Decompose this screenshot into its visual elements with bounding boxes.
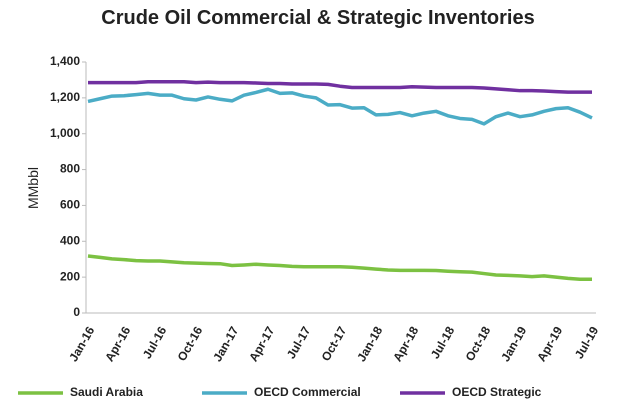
x-tick-label: Jan-16 (66, 324, 97, 364)
x-tick-label: Jul-18 (428, 324, 458, 361)
y-axis-label: MMbbl (25, 167, 41, 209)
y-tick-label: 200 (60, 269, 80, 283)
x-tick-label: Apr-19 (534, 324, 565, 364)
y-tick-label: 1,000 (50, 126, 80, 140)
series-line (87, 87, 593, 126)
x-tick-label: Oct-17 (319, 324, 350, 364)
y-tick-label: 1,200 (50, 90, 80, 104)
chart-title: Crude Oil Commercial & Strategic Invento… (101, 7, 534, 29)
x-tick-label: Jan-17 (210, 324, 241, 364)
x-tick-label: Jul-16 (140, 324, 170, 361)
legend-label: Saudi Arabia (70, 385, 143, 399)
x-tick-label: Oct-16 (175, 324, 206, 364)
x-tick-label: Apr-18 (390, 324, 421, 364)
series-line (88, 79, 592, 94)
x-tick-label: Jul-19 (572, 324, 602, 361)
x-tick-label: Apr-17 (246, 324, 277, 364)
y-tick-label: 1,400 (50, 54, 80, 68)
legend-label: OECD Strategic (452, 385, 542, 399)
x-tick-label: Jan-18 (354, 324, 385, 364)
x-tick-label: Jul-17 (284, 324, 314, 361)
series-line (87, 254, 592, 282)
x-tick-label: Oct-18 (463, 324, 494, 364)
y-tick-label: 600 (60, 198, 80, 212)
y-tick-label: 400 (60, 233, 80, 247)
legend-label: OECD Commercial (254, 385, 361, 399)
y-tick-label: 0 (73, 305, 80, 319)
y-tick-label: 800 (60, 162, 80, 176)
x-tick-label: Apr-16 (102, 324, 133, 364)
x-tick-label: Jan-19 (498, 324, 529, 364)
